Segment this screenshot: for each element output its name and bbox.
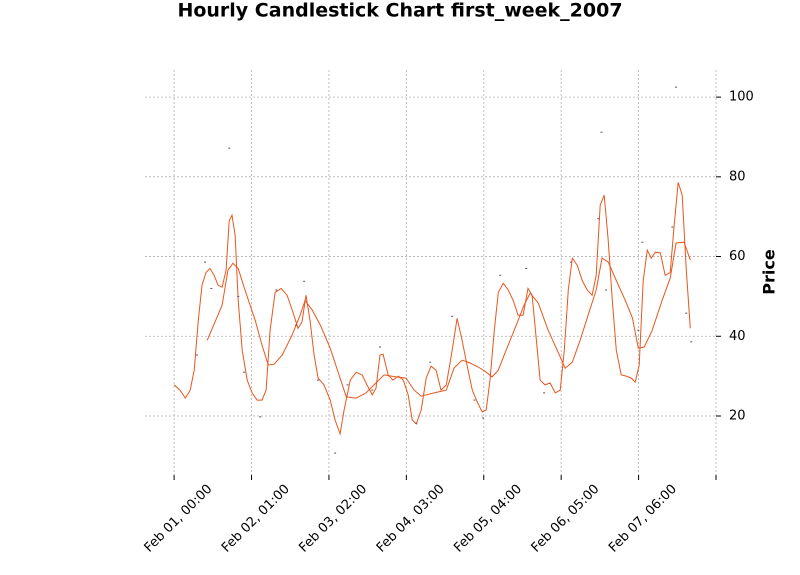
plot-area xyxy=(173,86,693,454)
y-tick-label: 20 xyxy=(729,409,746,424)
x-tick-label: Feb 07, 06:00 xyxy=(606,482,680,556)
candle xyxy=(525,268,528,270)
candle xyxy=(275,289,278,291)
candle xyxy=(237,295,240,297)
x-tick-label: Feb 02, 01:00 xyxy=(219,482,293,556)
x-tick-label: Feb 05, 04:00 xyxy=(451,482,525,556)
moving-average-line xyxy=(173,182,691,436)
candle xyxy=(295,324,298,326)
x-tick-label: Feb 04, 03:00 xyxy=(374,482,448,556)
candle xyxy=(228,147,231,149)
grid xyxy=(145,70,717,475)
candle xyxy=(570,261,573,263)
candle xyxy=(451,315,454,317)
y-tick-label: 100 xyxy=(729,90,754,105)
y-tick-label: 80 xyxy=(729,169,746,184)
candle xyxy=(259,416,262,418)
candle xyxy=(605,289,608,291)
candle xyxy=(196,354,199,356)
candle xyxy=(317,379,320,381)
candle xyxy=(210,287,213,289)
candle xyxy=(685,312,688,314)
candle xyxy=(637,329,640,331)
candle xyxy=(415,422,418,424)
y-axis-label: Price xyxy=(760,249,779,295)
candle xyxy=(334,452,337,454)
candle xyxy=(303,280,306,282)
candle xyxy=(482,417,485,419)
candle xyxy=(675,86,678,88)
candle xyxy=(597,218,600,220)
moving-average-line xyxy=(206,241,691,399)
candle xyxy=(600,131,603,133)
candle xyxy=(371,389,374,391)
chart-title: Hourly Candlestick Chart first_week_2007 xyxy=(177,0,622,22)
x-tick-label: Feb 01, 00:00 xyxy=(142,482,216,556)
candle xyxy=(243,371,246,373)
candle xyxy=(346,384,349,386)
y-tick-label: 60 xyxy=(729,249,746,264)
candle xyxy=(641,241,644,243)
y-tick-label: 40 xyxy=(729,329,746,344)
candle xyxy=(429,361,432,363)
candle xyxy=(671,226,674,228)
x-tick-label: Feb 03, 02:00 xyxy=(296,482,370,556)
candle xyxy=(690,341,693,343)
candle xyxy=(543,392,546,394)
candle xyxy=(473,399,476,401)
candle xyxy=(499,274,502,276)
candle xyxy=(379,346,382,348)
candle xyxy=(204,261,207,263)
x-tick-label: Feb 06, 05:00 xyxy=(529,482,603,556)
